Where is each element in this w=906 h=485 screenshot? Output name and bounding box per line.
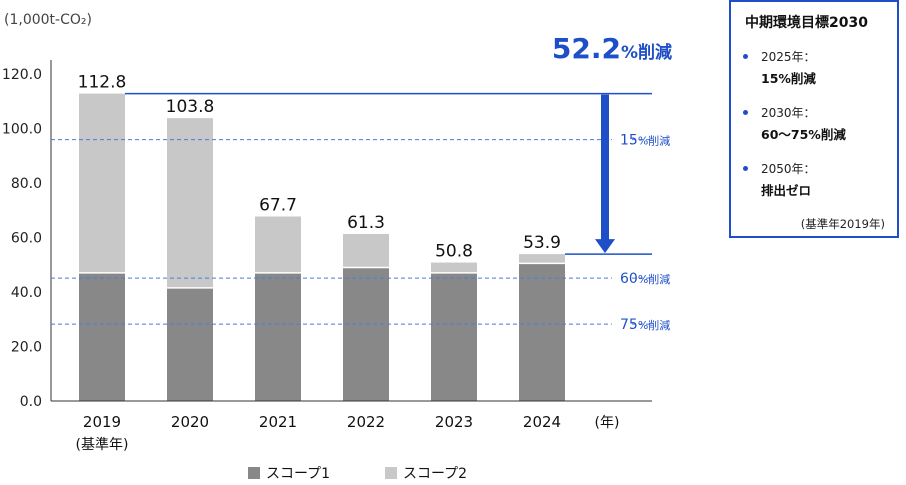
target-value: 15%削減: [761, 71, 816, 86]
target-year: 2025年：: [761, 50, 816, 64]
x-tick-label: 2021: [259, 413, 297, 431]
total-label: 112.8: [78, 73, 127, 93]
x-unit-label: (年): [595, 415, 620, 431]
reference-label-suffix: %削減: [638, 272, 670, 286]
bullet-icon: [743, 110, 748, 115]
bar-scope2: [431, 262, 477, 273]
bar-scope2: [79, 93, 125, 273]
y-tick-label: 40.0: [11, 285, 42, 301]
target-value: 60〜75%削減: [761, 127, 846, 142]
bullet-icon: [743, 54, 748, 59]
total-label: 61.3: [347, 213, 385, 233]
target-title: 中期環境目標2030: [745, 15, 868, 31]
x-tick-label: 2023: [435, 413, 473, 431]
legend-swatch: [248, 467, 260, 479]
bar-scope2: [343, 233, 389, 268]
x-tick-sublabel: (基準年): [76, 436, 129, 453]
reduction-label: 52.2%削減: [552, 32, 672, 65]
y-unit-label: (1,000t-CO₂): [4, 12, 92, 28]
reference-label-number: 75: [620, 317, 638, 333]
bar-scope2: [519, 254, 565, 264]
legend-label: スコープ1: [266, 466, 330, 482]
target-note: (基準年2019年): [800, 217, 885, 231]
target-value: 排出ゼロ: [761, 183, 812, 198]
total-label: 53.9: [523, 233, 561, 253]
reference-label: 15%削減: [620, 133, 670, 149]
bar-scope1: [431, 272, 477, 401]
reference-label-number: 15: [620, 133, 638, 149]
reduction-label-number: 52.2: [552, 32, 621, 65]
bar-scope1: [167, 287, 213, 401]
y-tick-label: 0.0: [20, 394, 42, 410]
bar-scope1: [79, 272, 125, 401]
total-label: 50.8: [435, 242, 473, 262]
reduction-arrow-shaft: [601, 94, 609, 241]
reduction-label-suffix: %削減: [621, 42, 672, 63]
bar-scope1: [343, 267, 389, 401]
reference-label-number: 60: [620, 271, 638, 287]
target-year: 2030年：: [761, 106, 816, 120]
x-tick-label: 2024: [523, 413, 561, 431]
total-label: 103.8: [166, 97, 215, 117]
y-tick-label: 80.0: [11, 176, 42, 192]
reference-label: 60%削減: [620, 271, 670, 287]
y-tick-label: 100.0: [2, 122, 42, 138]
x-tick-label: 2022: [347, 413, 385, 431]
bar-scope2: [255, 216, 301, 273]
legend-label: スコープ2: [403, 466, 467, 482]
target-box: 中期環境目標2030 2025年： 15%削減 2030年： 60〜75%削減 …: [729, 0, 899, 238]
reference-label-suffix: %削減: [638, 134, 670, 148]
total-label: 67.7: [259, 196, 297, 216]
bar-scope1: [519, 263, 565, 401]
bullet-icon: [743, 166, 748, 171]
legend-swatch: [385, 467, 397, 479]
x-tick-label: 2020: [171, 413, 209, 431]
bar-scope1: [255, 272, 301, 401]
x-tick-label: 2019: [83, 413, 121, 431]
bar-scope2: [167, 118, 213, 288]
y-tick-label: 20.0: [11, 340, 42, 356]
y-tick-label: 120.0: [2, 67, 42, 83]
reference-label: 75%削減: [620, 317, 670, 333]
y-tick-label: 60.0: [11, 231, 42, 247]
reduction-arrow-head: [595, 239, 615, 254]
target-year: 2050年：: [761, 162, 816, 176]
reference-label-suffix: %削減: [638, 318, 670, 332]
